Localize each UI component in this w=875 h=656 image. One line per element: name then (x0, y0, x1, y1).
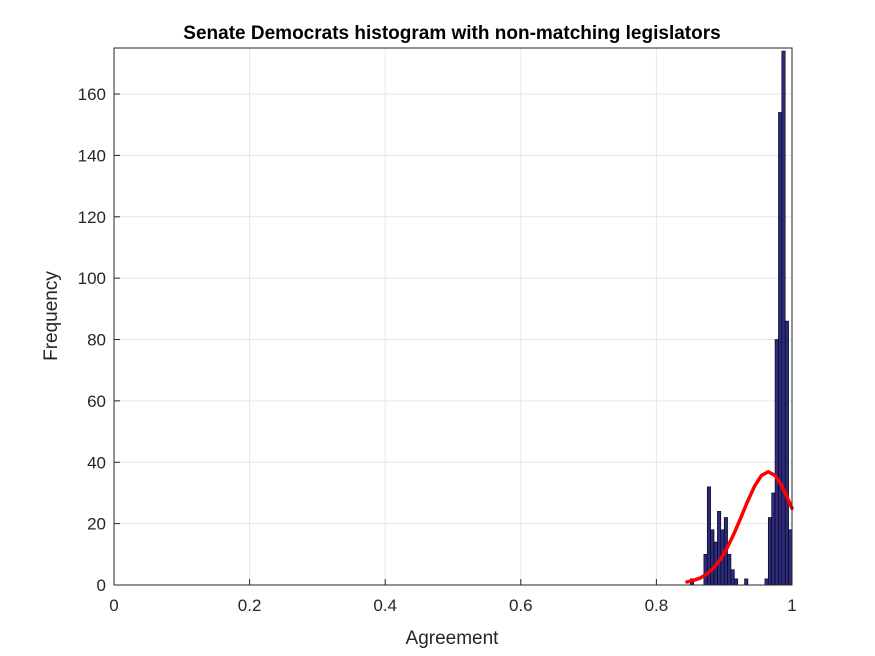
x-tick-label: 0.8 (645, 596, 669, 615)
x-tick-label: 1 (787, 596, 796, 615)
histogram-bar (774, 339, 779, 586)
histogram-bar (788, 529, 793, 586)
histogram-bar (784, 320, 789, 586)
histogram-bar (703, 554, 708, 586)
histogram-bar (744, 578, 749, 586)
histogram-bar (771, 492, 776, 586)
chart-title: Senate Democrats histogram with non-matc… (183, 23, 720, 44)
fit-curve-line (685, 470, 794, 584)
y-tick-label: 40 (87, 453, 106, 472)
x-tick-label: 0.2 (238, 596, 262, 615)
histogram-bar (710, 529, 715, 586)
grid-lines (113, 48, 793, 586)
histogram-bar (764, 578, 769, 586)
x-axis-label: Agreement (406, 628, 500, 649)
y-tick-label: 140 (78, 146, 106, 165)
y-tick-label: 160 (78, 85, 106, 104)
histogram-bar (778, 112, 783, 586)
histogram-bars (689, 50, 793, 586)
plot-area-border (113, 47, 793, 586)
histogram-bar (717, 511, 722, 586)
histogram-bar (734, 578, 739, 586)
y-axis-ticks: 0 20 40 60 80 100 120 140 160 (78, 85, 120, 595)
y-tick-label: 80 (87, 331, 106, 350)
y-tick-label: 60 (87, 392, 106, 411)
x-axis-ticks: 0 0.2 0.4 0.6 0.8 1 (109, 579, 797, 615)
y-tick-label: 20 (87, 515, 106, 534)
y-axis-label: Frequency (41, 271, 62, 361)
histogram-bar (727, 554, 732, 586)
histogram-bar (767, 517, 772, 586)
x-tick-label: 0.6 (509, 596, 533, 615)
histogram-bar (781, 50, 786, 586)
y-tick-label: 0 (97, 576, 106, 595)
x-tick-label: 0 (109, 596, 118, 615)
y-tick-label: 120 (78, 208, 106, 227)
x-tick-label: 0.4 (373, 596, 397, 615)
y-tick-label: 100 (78, 269, 106, 288)
histogram-bar (730, 569, 735, 586)
